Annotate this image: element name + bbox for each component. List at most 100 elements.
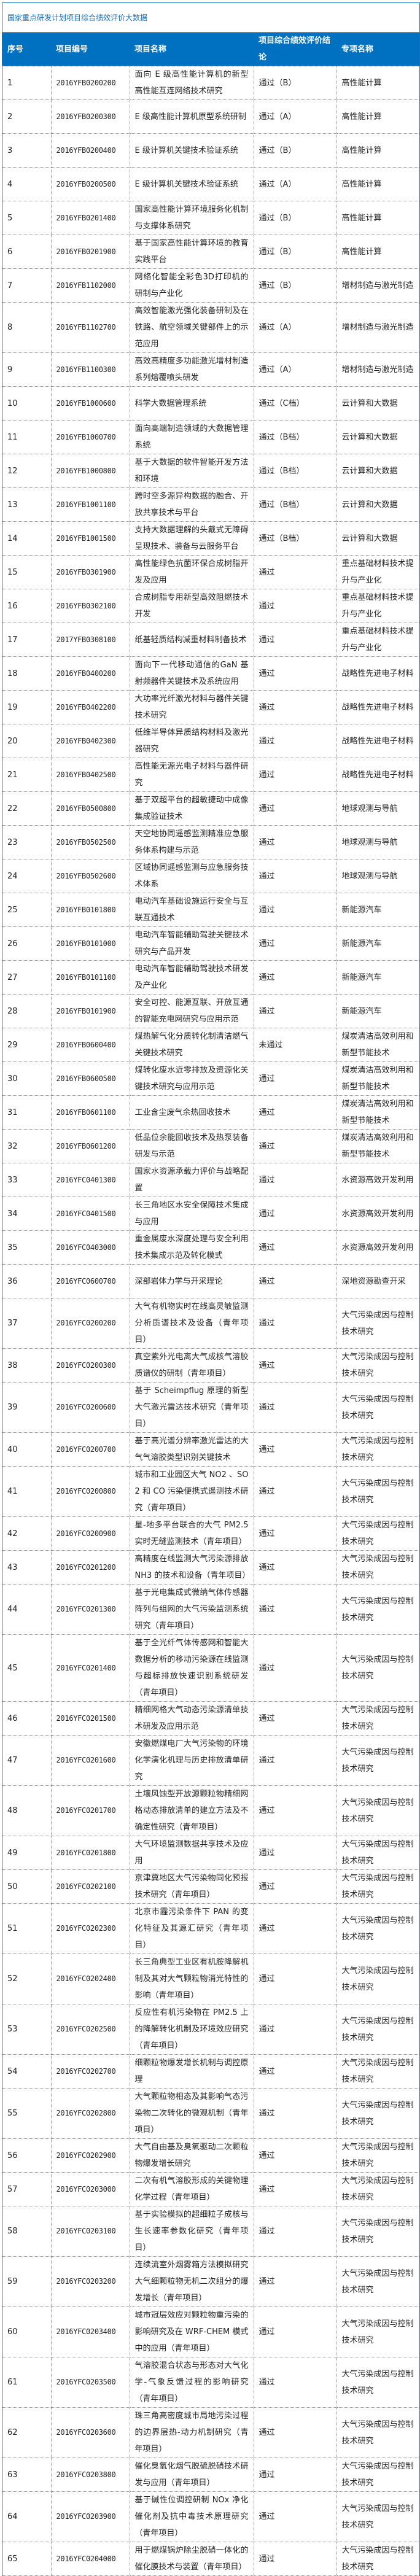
cell-evaluation-result: 通过（B） <box>254 268 337 303</box>
cell-project-name: 重金属废水深度处理与安全利用技术集成示范及转化模式 <box>130 1230 254 1265</box>
cell-project-code: 2016YFB0200500 <box>51 167 130 201</box>
cell-program-name: 重点基础材料技术提升与产业化 <box>336 589 419 623</box>
cell-index: 45 <box>2 1634 52 1702</box>
cell-project-code: 2016YFC0201800 <box>51 1836 130 1870</box>
cell-program-name: 大气污染成因与控制技术研究 <box>336 1785 419 1836</box>
cell-index: 64 <box>2 2491 52 2542</box>
cell-evaluation-result: 通过 <box>254 926 337 961</box>
cell-program-name: 煤炭清洁高效利用和新型节能技术 <box>336 1129 419 1163</box>
cell-evaluation-result: 通过 <box>254 2004 337 2055</box>
cell-program-name: 高性能计算 <box>336 66 419 100</box>
cell-program-name: 煤炭清洁高效利用和新型节能技术 <box>336 1095 419 1130</box>
cell-program-name: 云计算和大数据 <box>336 487 419 522</box>
cell-project-code: 2016YFC0200600 <box>51 1382 130 1433</box>
title-bar: 国家重点研发计划项目综合绩效评价大数据 <box>2 3 419 33</box>
table-row: 38 2016YFC0200300 真空紫外光电离大气成核气溶胶质谱仪的研制（青年项… <box>2 1348 419 1383</box>
cell-index: 6 <box>2 235 52 269</box>
cell-project-name: 电动汽车智能辅助驾驶关键技术研究与产品开发 <box>130 926 254 961</box>
cell-project-name: 大气有机物实时在线高灵敏监测分析质谱技术及设备（青年项目） <box>130 1298 254 1349</box>
cell-index: 17 <box>2 623 52 657</box>
table-row: 36 2016YFC0600700 深部岩体力学与开采理论 通过 深地资源勘查开采 <box>2 1264 419 1298</box>
cell-project-code: 2016YFC0202400 <box>51 1953 130 2004</box>
cell-evaluation-result: 通过 <box>254 1382 337 1433</box>
table-row: 24 2016YFB0502600 区域协同遥感监测与应急服务技术体系 通过 地球观测与… <box>2 859 419 893</box>
cell-evaluation-result: 通过 <box>254 1903 337 1954</box>
cell-index: 30 <box>2 1061 52 1096</box>
cell-index: 23 <box>2 825 52 859</box>
cell-index: 27 <box>2 960 52 995</box>
table-row: 40 2016YFC0200700 基于高光谱分辨率激光雷达的大气气溶胶类型识别关键… <box>2 1432 419 1467</box>
cell-evaluation-result: 通过 <box>254 2407 337 2458</box>
cell-program-name: 大气污染成因与控制技术研究 <box>336 2306 419 2357</box>
table-row: 44 2016YFC0201300 基于光电集成式微纳气体传感器阵列与组网的大气污染… <box>2 1584 419 1635</box>
cell-project-name: E 级高性能计算机原型系统研制 <box>130 99 254 134</box>
cell-project-name: 大功率光纤激光材料与器件关键技术研究 <box>130 690 254 724</box>
cell-project-code: 2016YFC0202800 <box>51 2088 130 2139</box>
cell-evaluation-result: 通过 <box>254 758 337 792</box>
header-row: 序号 项目编号 项目名称 项目综合绩效评价结论 专项名称 <box>2 33 419 66</box>
cell-project-code: 2016YFB1000700 <box>51 420 130 454</box>
cell-project-name: 电动汽车基础设施运行安全与互联互通技术 <box>130 893 254 927</box>
cell-evaluation-result: 通过（B） <box>254 235 337 269</box>
cell-project-code: 2016YFB0101900 <box>51 994 130 1028</box>
cell-project-code: 2016YFB0201400 <box>51 201 130 235</box>
cell-index: 50 <box>2 1869 52 1904</box>
cell-project-code: 2016YFB0201900 <box>51 235 130 269</box>
cell-index: 54 <box>2 2054 52 2089</box>
cell-project-name: 低维半导体异质结构材料及激光器研究 <box>130 724 254 758</box>
cell-evaluation-result: 通过 <box>254 1230 337 1265</box>
table-row: 26 2016YFB0101000 电动汽车智能辅助驾驶关键技术研究与产品开发 通过新… <box>2 926 419 961</box>
cell-evaluation-result: 通过 <box>254 724 337 758</box>
cell-index: 7 <box>2 268 52 303</box>
table-row: 4 2016YFB0200500 E 级计算机关键技术验证系统 通过（A） 高性能计算 <box>2 167 419 201</box>
cell-index: 52 <box>2 1953 52 2004</box>
cell-project-name: 天空地协同遥感监测精准应急服务体系构建与示范 <box>130 825 254 859</box>
cell-project-code: 2016YFC0202500 <box>51 2004 130 2055</box>
cell-index: 35 <box>2 1230 52 1265</box>
cell-evaluation-result: 通过 <box>254 2172 337 2206</box>
cell-project-code: 2016YFC0201200 <box>51 1550 130 1585</box>
table-row: 31 2016YFB0601100 工业含尘废气余热回收技术 通过 煤炭清洁高效利用和新… <box>2 1095 419 1130</box>
cell-project-name: 高效智能激光强化装备研制及在铁路、航空领域关键部件上的示范应用 <box>130 302 254 353</box>
cell-project-name: 城市和工业园区大气 NO2 、SO2 和 CO 污染便携式遥测技术研究（青年项目… <box>130 1466 254 1517</box>
cell-evaluation-result: 通过 <box>254 825 337 859</box>
cell-index: 42 <box>2 1516 52 1551</box>
cell-project-name: 大气自由基及臭氧驱动二次颗粒物爆发增长研究 <box>130 2138 254 2173</box>
cell-program-name: 新能源汽车 <box>336 994 419 1028</box>
cell-project-code: 2016YFB0402500 <box>51 758 130 792</box>
cell-project-name: 跨时空多源异构数据的融合、开放共享技术与平台 <box>130 487 254 522</box>
cell-evaluation-result: 通过（B） <box>254 66 337 100</box>
cell-project-code: 2016YFB1102000 <box>51 268 130 303</box>
header-evaluation-result: 项目综合绩效评价结论 <box>254 33 336 66</box>
cell-project-code: 2016YFC0202700 <box>51 2054 130 2089</box>
cell-index: 25 <box>2 893 52 927</box>
cell-project-code: 2016YFB0302100 <box>51 589 130 623</box>
table-row: 14 2016YFB1001500 支持大数据理解的头戴式无障碍呈现技术、装备与云服… <box>2 521 419 556</box>
cell-index: 14 <box>2 521 52 556</box>
table-row: 50 2016YFC0202100 京津冀地区大气污染物同化预报技术研究（青年项目）… <box>2 1869 419 1904</box>
cell-program-name: 水资源高效开发利用 <box>336 1163 419 1197</box>
cell-project-code: 2016YFC0200300 <box>51 1348 130 1383</box>
cell-project-name: 基于国家高性能计算环境的教育实践平台 <box>130 235 254 269</box>
cell-project-name: 京津冀地区大气污染物同化预报技术研究（青年项目） <box>130 1869 254 1904</box>
table-row: 3 2016YFB0200400 E 级计算机关键技术验证系统 通过（B） 高性能计算 <box>2 133 419 168</box>
header-project-code: 项目编号 <box>51 33 130 66</box>
cell-index: 60 <box>2 2306 52 2357</box>
cell-evaluation-result: 通过 <box>254 2206 337 2257</box>
cell-program-name: 煤炭清洁高效利用和新型节能技术 <box>336 1061 419 1096</box>
cell-project-code: 2016YFB0101100 <box>51 960 130 995</box>
cell-program-name: 地球观测与导航 <box>336 825 419 859</box>
cell-project-code: 2016YFC0201300 <box>51 1584 130 1635</box>
cell-program-name: 大气污染成因与控制技术研究 <box>336 1634 419 1702</box>
cell-project-name: 基于光电集成式微纳气体传感器阵列与组网的大气污染监测系统研究（青年项目） <box>130 1584 254 1635</box>
cell-index: 61 <box>2 2357 52 2408</box>
cell-project-name: 工业含尘废气余热回收技术 <box>130 1095 254 1130</box>
cell-project-name: 区域协同遥感监测与应急服务技术体系 <box>130 859 254 893</box>
cell-program-name: 大气污染成因与控制技术研究 <box>336 2088 419 2139</box>
cell-index: 62 <box>2 2407 52 2458</box>
table-row: 32 2016YFB0601200 低品位余能回收技术及热泵装备研发与示范 通过 煤炭清… <box>2 1129 419 1163</box>
cell-program-name: 大气污染成因与控制技术研究 <box>336 1869 419 1904</box>
header-program-name: 专项名称 <box>336 33 419 66</box>
cell-evaluation-result: 通过 <box>254 2542 337 2576</box>
